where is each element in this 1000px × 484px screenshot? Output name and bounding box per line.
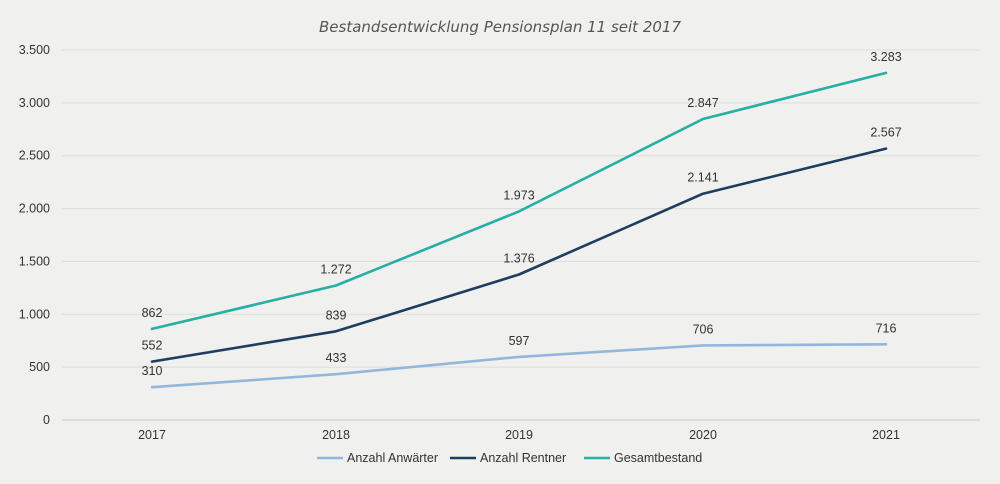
x-tick-label: 2017 [138,428,166,442]
data-label: 433 [326,351,347,365]
series-line [150,147,888,363]
data-label: 310 [142,364,163,378]
data-label: 2.567 [870,126,901,140]
data-label: 862 [142,306,163,320]
data-labels: 310 433 597 706 716 552 839 1.376 2.141 2.567 862 1… [142,50,902,378]
data-label: 2.847 [687,96,718,110]
x-tick-label: 2020 [689,428,717,442]
x-tick-label: 2021 [872,428,900,442]
data-label: 1.272 [320,263,351,277]
y-tick-label: 0 [43,413,50,427]
data-label: 597 [509,334,530,348]
legend: Anzahl Anwärter Anzahl Rentner Gesamtbesta… [317,451,702,465]
legend-label: Gesamtbestand [614,451,702,465]
data-label: 2.141 [687,171,718,185]
y-tick-label: 1.500 [19,254,50,268]
data-label: 839 [326,308,347,322]
y-tick-label: 1.000 [19,307,50,321]
x-axis: 2017 2018 2019 2020 2021 [138,428,900,442]
legend-label: Anzahl Anwärter [347,451,438,465]
x-tick-label: 2019 [505,428,533,442]
data-label: 1.376 [503,252,534,266]
data-label: 716 [876,321,897,335]
y-axis: 0 500 1.000 1.500 2.000 2.500 3.000 3.500 [19,43,50,427]
gridlines [62,49,980,421]
x-tick-label: 2018 [322,428,350,442]
data-label: 3.283 [870,50,901,64]
chart-title: Bestandsentwicklung Pensionsplan 11 seit… [319,18,681,36]
series-lines [150,71,888,389]
legend-label: Anzahl Rentner [480,451,566,465]
y-tick-label: 3.500 [19,43,50,57]
series-line [150,342,888,389]
y-tick-label: 2.000 [19,202,50,216]
data-label: 706 [693,322,714,336]
series-line [150,71,888,331]
y-tick-label: 2.500 [19,149,50,163]
data-label: 552 [142,339,163,353]
y-tick-label: 3.000 [19,96,50,110]
data-label: 1.973 [503,188,534,202]
y-tick-label: 500 [29,360,50,374]
